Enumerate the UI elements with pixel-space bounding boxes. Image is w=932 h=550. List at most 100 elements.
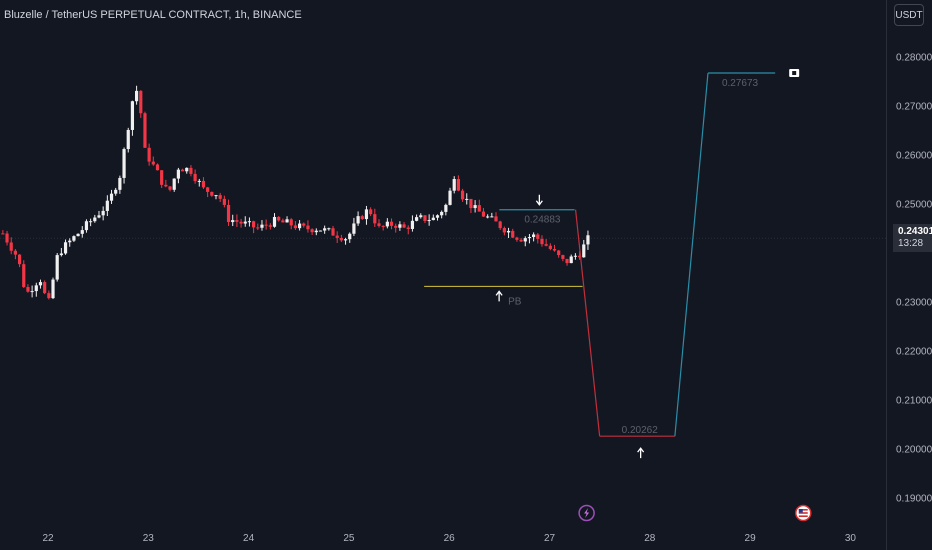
candle-body [352, 223, 356, 234]
candle-body [155, 164, 160, 171]
candle-body [389, 221, 394, 226]
down-arrow-icon [535, 194, 543, 206]
candle-body [498, 221, 502, 229]
candle-body [419, 215, 423, 218]
candle-body [210, 191, 214, 196]
candle-body [226, 204, 231, 223]
candle-body [126, 129, 130, 150]
candle-body [1, 233, 5, 235]
candle-body [272, 216, 277, 227]
projection-end-marker-inner [792, 71, 797, 76]
candle-body [339, 237, 343, 241]
candle-body [22, 264, 26, 288]
candle-body [394, 225, 398, 228]
candle-body [511, 230, 515, 238]
candle-body [63, 242, 68, 254]
candle-body [84, 221, 89, 231]
x-tick-label: 25 [343, 533, 355, 544]
candle-body [348, 233, 352, 240]
candle-body [335, 235, 339, 238]
candle-body [532, 234, 536, 238]
flag-stripe [798, 515, 808, 517]
y-tick-label: 0.22000 [896, 347, 932, 358]
candle-body [47, 293, 51, 299]
candle-body [68, 240, 72, 243]
candle-body [168, 186, 172, 190]
candle-body [72, 236, 76, 241]
candle-body [206, 187, 210, 192]
candle-body [385, 221, 389, 227]
y-tick-label: 0.20000 [896, 445, 932, 456]
candle-body [289, 219, 293, 226]
candle-body [151, 161, 155, 165]
candle-body [13, 250, 18, 255]
candle-body [415, 217, 419, 221]
currency-button[interactable]: USDT [894, 4, 924, 26]
candle-body [172, 178, 176, 190]
price-axis-separator [886, 0, 887, 550]
candle-body [109, 193, 114, 201]
candle-body [306, 225, 310, 230]
candle-body [536, 234, 540, 239]
candle-body [256, 227, 260, 229]
candle-body [17, 254, 22, 265]
candle-body [247, 221, 252, 223]
candle-body [402, 224, 406, 228]
candle-body [515, 237, 519, 240]
candle-body [264, 224, 268, 226]
candle-body [293, 225, 298, 229]
candle-body [586, 235, 590, 245]
candle-body [30, 291, 34, 293]
x-tick-label: 29 [745, 533, 757, 544]
candle-body [573, 255, 578, 257]
candle-body [197, 180, 201, 182]
candle-body [540, 238, 544, 245]
candle-body [201, 180, 206, 188]
candle-body [76, 233, 80, 237]
candle-body [331, 228, 335, 236]
candle-body [406, 227, 410, 229]
candle-body [448, 190, 452, 205]
current-price-label: 0.24301 [898, 226, 932, 237]
candle-body [51, 279, 55, 299]
candle-body [469, 198, 473, 209]
candle-body [577, 255, 582, 258]
candle-body [427, 220, 431, 222]
x-tick-label: 30 [845, 533, 857, 544]
candle-body [105, 200, 109, 211]
y-tick-label: 0.26000 [896, 151, 932, 162]
candle-body [260, 224, 264, 228]
candle-body [473, 205, 477, 209]
candle-body [423, 215, 427, 221]
candle-body [114, 189, 118, 194]
candle-body [456, 179, 460, 191]
candle-body [185, 167, 189, 172]
candle-body [377, 223, 381, 226]
candle-body [243, 221, 247, 224]
up-arrow-icon [637, 447, 645, 459]
candle-body [252, 221, 256, 228]
candle-body [381, 225, 385, 227]
candle-body [59, 253, 63, 256]
flag-canton [798, 509, 803, 513]
flag-stripe [798, 512, 808, 514]
candle-body [506, 230, 511, 233]
candle-body [327, 228, 331, 230]
candle-body [189, 167, 193, 174]
candle-body [569, 256, 573, 264]
bar-countdown-label: 13:28 [898, 238, 924, 249]
candle-body [193, 173, 197, 182]
candle-body [143, 113, 147, 148]
candle-body [314, 230, 318, 233]
x-tick-label: 24 [243, 533, 255, 544]
candle-body [398, 224, 402, 228]
candle-body [502, 228, 506, 233]
high-price-label: 0.27673 [722, 78, 759, 89]
pb-label: PB [508, 296, 522, 307]
candle-body [89, 221, 93, 223]
candle-body [214, 195, 218, 197]
candle-body [218, 195, 222, 199]
candle-body [9, 242, 13, 251]
low-price-label: 0.20262 [622, 425, 659, 436]
